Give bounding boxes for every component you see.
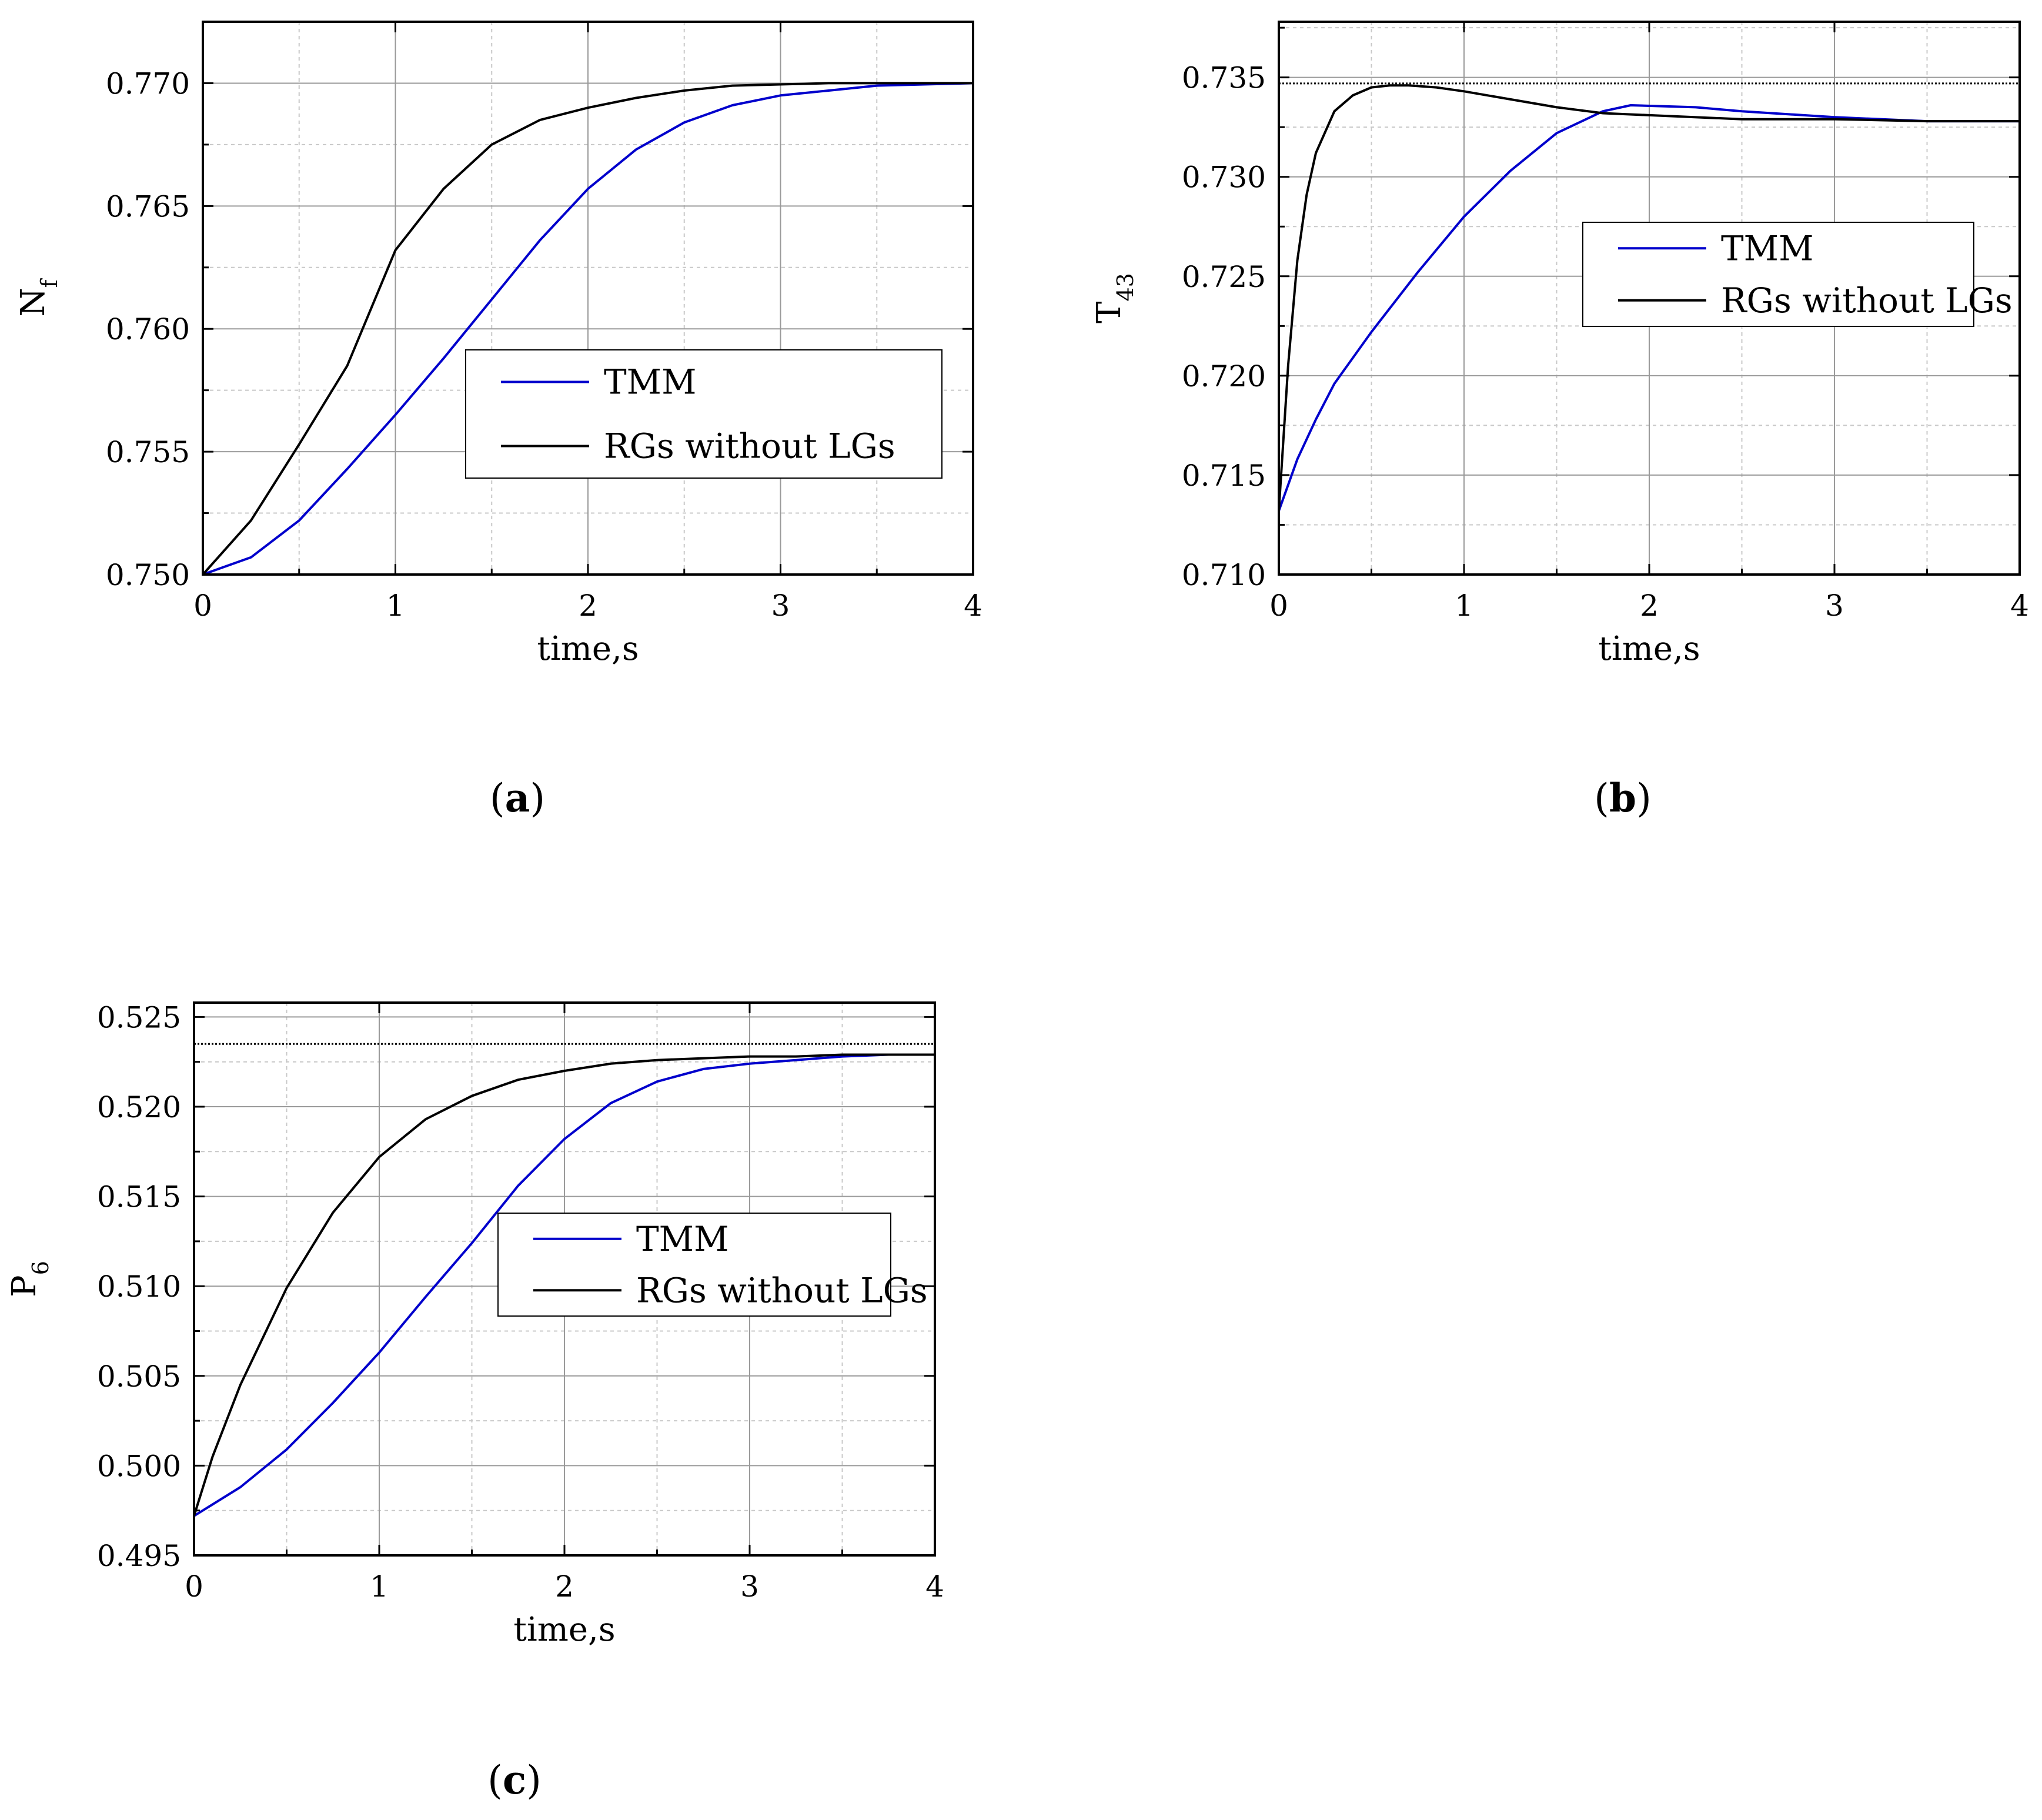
series-line-rgs-without-lgs [193,1053,935,1517]
y-tick-label: 0.730 [1182,161,1266,195]
legend-label-tmm: TMM [636,1219,728,1259]
y-tick-label: 0.520 [97,1090,181,1124]
x-tick-label: 1 [1455,589,1473,623]
panel-label-close: ) [526,1758,542,1803]
chart-panel-a: 0 1 2 3 4 0.750 0.755 0.760 0.765 0.770 time,s Nf TM… [14,21,982,821]
panel-label-open: ( [487,1758,503,1803]
y-tick-label: 0.725 [1182,260,1266,294]
x-tick-label: 2 [1640,589,1659,623]
legend-label-tmm: TMM [1721,228,1813,268]
y-tick-label: 0.500 [97,1449,181,1483]
x-tick-label: 3 [740,1569,759,1604]
x-tick-label: 1 [370,1569,389,1604]
y-axis-title: T43 [1090,273,1138,323]
y-axis-title-subscript: 6 [28,1261,54,1275]
y-tick-label: 0.715 [1182,459,1266,493]
panel-label: (a) [490,775,545,821]
y-tick-label: 0.765 [106,189,190,223]
ticks [193,1003,936,1557]
panel-label-close: ) [1636,776,1652,821]
y-axis-title-main: N [14,288,52,317]
y-tick-label: 0.525 [97,1000,181,1034]
panel-label-open: ( [490,776,505,821]
legend-box [465,349,943,479]
chart-panel-b: 0 1 2 3 4 0.710 0.715 0.720 0.725 0.730 0.735 time,… [1090,21,2029,821]
panel-label-letter: a [505,775,530,821]
x-tick-label: 4 [964,589,982,623]
x-tick-label: 4 [2010,589,2029,623]
y-tick-label: 0.515 [97,1180,181,1214]
y-tick-label: 0.755 [106,435,190,469]
x-tick-label: 3 [1825,589,1844,623]
x-axis-title: time,s [537,630,639,668]
x-tick-label: 0 [193,589,212,623]
y-axis-title-main: P [5,1275,44,1297]
panel-label-letter: b [1609,775,1636,821]
legend: TMM RGs without LGs [1582,222,2013,327]
chart-panel-c: 0 1 2 3 4 0.495 0.500 0.505 0.510 0.515 0.520 0.525… [5,1000,944,1803]
panel-label-open: ( [1594,776,1609,821]
y-tick-label: 0.760 [106,312,190,346]
legend-label-rgs-without-lgs: RGs without LGs [1721,280,2013,320]
y-tick-label: 0.720 [1182,359,1266,393]
x-tick-label: 0 [1269,589,1288,623]
y-tick-label: 0.505 [97,1360,181,1394]
y-axis-title-subscript: f [36,278,62,288]
x-tick-label: 0 [185,1569,203,1604]
panel-label-letter: c [503,1757,526,1803]
legend-box [497,1213,891,1317]
legend-box [1582,222,1974,327]
legend-label-rgs-without-lgs: RGs without LGs [636,1270,928,1310]
panel-label: (b) [1594,775,1652,821]
series-line-rgs-without-lgs [1278,84,2020,511]
y-tick-label: 0.750 [106,558,190,592]
legend: TMM RGs without LGs [465,349,943,479]
y-axis-title: P6 [5,1261,54,1297]
y-tick-label: 0.710 [1182,558,1266,592]
y-tick-label: 0.510 [97,1270,181,1304]
panel-label-close: ) [530,776,545,821]
y-axis-title: Nf [14,278,62,317]
y-axis-title-subscript: 43 [1112,273,1138,301]
ticks [202,22,974,576]
series-line-tmm [1278,104,2020,512]
legend: TMM RGs without LGs [497,1213,928,1317]
y-tick-label: 0.735 [1182,61,1266,95]
y-tick-label: 0.495 [97,1539,181,1573]
panel-label: (c) [487,1757,542,1803]
x-tick-label: 2 [579,589,597,623]
legend-label-rgs-without-lgs: RGs without LGs [604,426,895,466]
y-tick-label: 0.770 [106,66,190,101]
x-tick-label: 2 [555,1569,574,1604]
series-line-tmm [193,1053,935,1517]
x-tick-label: 1 [386,589,405,623]
y-axis-title-main: T [1090,302,1128,323]
x-tick-label: 3 [771,589,790,623]
ticks [1278,22,2021,576]
series-line-rgs-without-lgs [202,82,973,576]
x-tick-label: 4 [925,1569,944,1604]
series-line-tmm [202,82,974,576]
x-axis-title: time,s [513,1611,615,1649]
legend-label-tmm: TMM [604,362,696,402]
x-axis-title: time,s [1598,630,1700,668]
